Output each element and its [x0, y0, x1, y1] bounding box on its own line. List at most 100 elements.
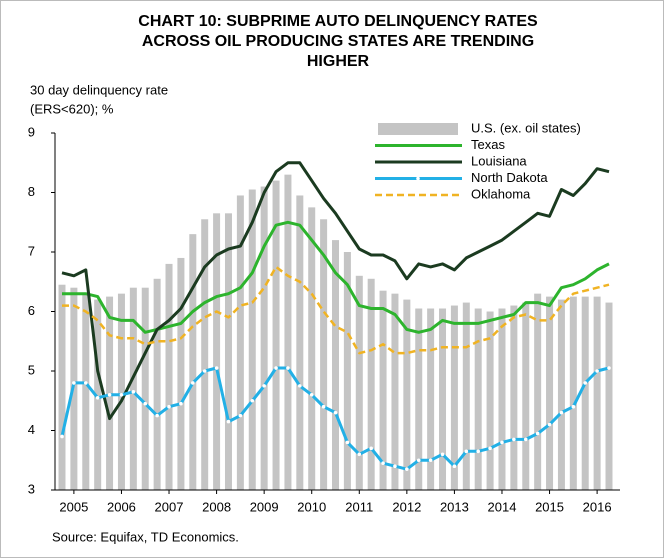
marker — [131, 390, 136, 394]
legend-label: Texas — [471, 137, 505, 152]
marker — [83, 381, 88, 385]
bar — [248, 189, 256, 490]
marker — [559, 410, 564, 415]
marker — [535, 431, 540, 436]
marker — [226, 419, 231, 424]
bar — [82, 293, 90, 490]
marker — [250, 398, 255, 403]
bar — [236, 195, 244, 490]
bar — [546, 296, 554, 490]
bar — [498, 308, 506, 490]
bar — [260, 186, 268, 491]
bar — [391, 293, 399, 490]
line — [62, 265, 610, 355]
x-tick-label: 2007 — [155, 499, 184, 514]
bar — [320, 219, 328, 490]
marker — [95, 395, 100, 400]
marker — [321, 404, 326, 409]
marker — [191, 381, 195, 385]
bar — [534, 293, 542, 490]
marker — [464, 449, 469, 454]
bar — [308, 207, 316, 490]
bar — [403, 299, 411, 490]
marker — [571, 404, 576, 409]
bar — [367, 278, 375, 490]
bar — [284, 174, 292, 490]
marker — [155, 413, 159, 418]
legend-marker — [416, 176, 420, 181]
bar — [439, 308, 447, 490]
bar — [557, 299, 565, 490]
x-tick-label: 2005 — [59, 499, 88, 514]
source: Source: Equifax, TD Economics. — [52, 529, 239, 544]
marker — [298, 384, 302, 388]
x-tick-label: 2012 — [392, 499, 421, 514]
bar — [569, 296, 577, 490]
bar — [510, 305, 518, 490]
marker — [416, 458, 421, 463]
y-tick-label: 4 — [28, 422, 35, 437]
marker — [143, 401, 148, 406]
legend-label: North Dakota — [471, 170, 548, 185]
marker — [440, 452, 445, 457]
bar — [165, 263, 173, 490]
marker — [381, 461, 385, 466]
marker — [500, 440, 504, 445]
y-tick-label: 3 — [28, 481, 35, 496]
marker — [72, 381, 76, 385]
bar — [129, 287, 137, 490]
bar — [58, 284, 66, 490]
bar — [593, 296, 601, 490]
x-tick-label: 2011 — [345, 499, 373, 514]
marker — [476, 449, 480, 454]
bar — [201, 219, 209, 490]
marker — [428, 458, 433, 463]
bar — [581, 296, 589, 490]
x-tick-label: 2014 — [488, 499, 517, 514]
bar — [474, 308, 482, 490]
legend-label: Oklahoma — [471, 186, 531, 201]
x-tick-label: 2010 — [297, 499, 326, 514]
marker — [357, 452, 362, 457]
bar — [332, 240, 339, 490]
bar — [486, 311, 494, 490]
bar — [522, 302, 530, 490]
marker — [345, 440, 350, 445]
marker — [214, 366, 219, 370]
bar — [296, 195, 304, 490]
bar — [450, 305, 458, 490]
bar — [343, 252, 351, 490]
bar — [213, 213, 221, 490]
marker — [60, 434, 64, 439]
y-tick-label: 8 — [28, 184, 35, 199]
marker — [488, 446, 492, 451]
legend-label: U.S. (ex. oil states) — [471, 120, 581, 135]
bar — [605, 302, 613, 490]
marker — [107, 393, 112, 397]
x-tick-label: 2013 — [440, 499, 469, 514]
marker — [452, 464, 457, 469]
line — [62, 220, 610, 334]
marker — [286, 366, 290, 370]
marker — [607, 366, 611, 370]
marker — [393, 464, 397, 469]
y-axis-label: (ERS<620); % — [30, 101, 114, 116]
marker — [119, 393, 124, 397]
bar — [355, 275, 363, 490]
bar — [462, 302, 470, 490]
y-tick-label: 7 — [28, 243, 35, 258]
legend-label: Louisiana — [471, 153, 527, 168]
x-tick-label: 2015 — [535, 499, 564, 514]
chart-title: HIGHER — [307, 53, 370, 70]
y-tick-label: 9 — [28, 124, 35, 139]
y-tick-label: 6 — [28, 303, 35, 318]
y-tick-label: 5 — [28, 362, 35, 377]
bar — [224, 213, 232, 490]
marker — [238, 413, 243, 418]
marker — [202, 369, 207, 373]
chart-title: CHART 10: SUBPRIME AUTO DELINQUENCY RATE… — [138, 13, 538, 30]
marker — [512, 437, 516, 442]
bar — [153, 278, 161, 490]
bar — [117, 293, 125, 490]
bar — [189, 234, 197, 490]
